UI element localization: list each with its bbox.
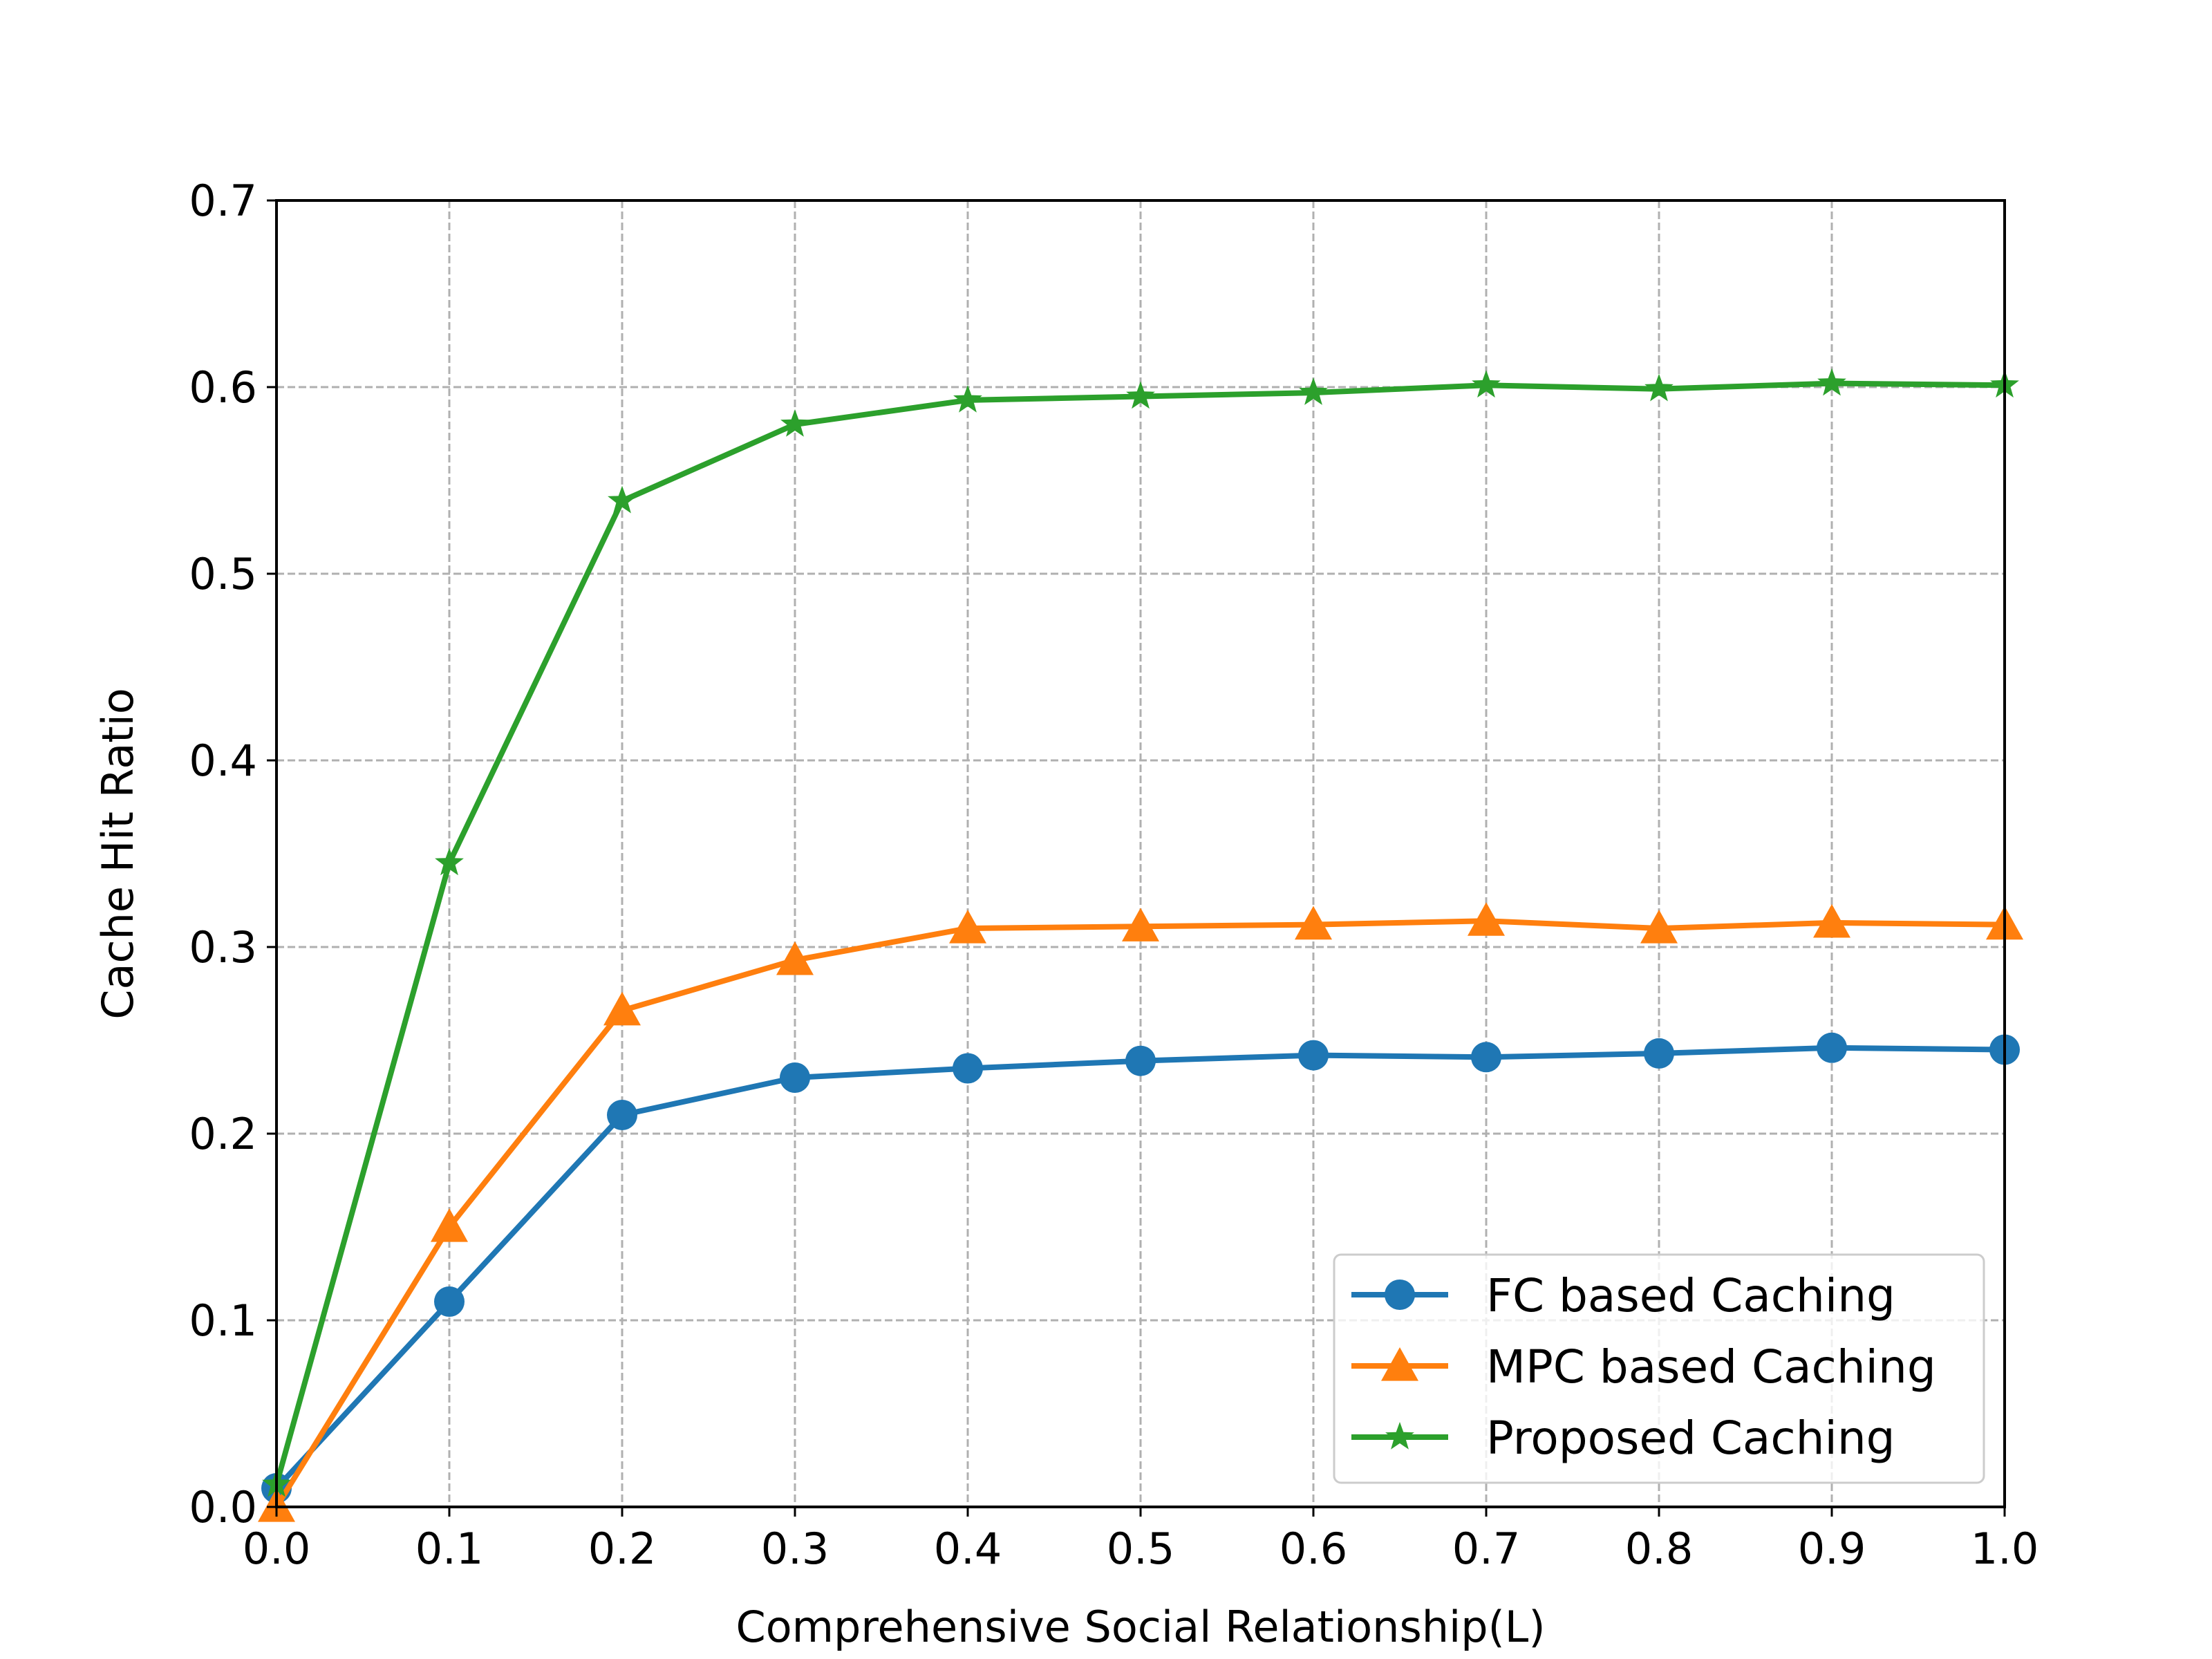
y-axis-label: Cache Hit Ratio <box>93 688 143 1020</box>
data-point <box>435 847 464 876</box>
data-point <box>1295 906 1332 940</box>
legend-box <box>1333 1253 1985 1484</box>
y-tick-label: 0.3 <box>189 922 257 973</box>
legend-marker <box>1385 1280 1415 1310</box>
x-tick-label: 1.0 <box>1971 1524 2039 1574</box>
x-tick-label: 0.5 <box>1107 1524 1175 1574</box>
data-point <box>1644 373 1674 402</box>
data-point <box>1640 910 1678 944</box>
data-point <box>776 941 814 975</box>
y-tick-label: 0.6 <box>189 362 257 413</box>
data-point <box>1817 1032 1847 1063</box>
data-point <box>1817 368 1846 396</box>
data-point <box>434 1286 465 1317</box>
x-tick-label: 0.3 <box>761 1524 830 1574</box>
data-point <box>953 384 982 413</box>
x-tick-label: 0.0 <box>243 1524 311 1574</box>
legend: FC based Caching MPC based Caching Propose… <box>1333 1253 1985 1484</box>
data-point <box>953 1053 983 1084</box>
legend-item: MPC based Caching <box>1351 1340 1936 1394</box>
legend-marker <box>1385 1422 1414 1450</box>
data-point <box>431 1208 468 1242</box>
x-tick-label: 0.1 <box>415 1524 484 1574</box>
data-point <box>607 1100 637 1130</box>
data-point <box>1471 1042 1501 1073</box>
data-point <box>780 409 809 437</box>
x-tick-label: 0.2 <box>588 1524 657 1574</box>
y-tick-label: 0.7 <box>189 176 257 226</box>
axis-ticks: 0.0 0.1 0.2 0.3 0.4 0.5 0.6 0.7 0.8 0.9 1.0 0.0 0.1 0… <box>189 176 2038 1574</box>
data-point <box>1126 381 1155 409</box>
y-tick-label: 0.0 <box>189 1482 257 1533</box>
x-tick-label: 0.4 <box>934 1524 1002 1574</box>
y-tick-label: 0.4 <box>189 735 257 786</box>
x-tick-label: 0.6 <box>1280 1524 1348 1574</box>
data-point <box>1644 1038 1674 1069</box>
x-tick-label: 0.8 <box>1625 1524 1694 1574</box>
data-point <box>1468 902 1505 936</box>
legend-label: FC based Caching <box>1486 1269 1895 1322</box>
legend-label: Proposed Caching <box>1486 1412 1895 1465</box>
y-tick-label: 0.2 <box>189 1109 257 1159</box>
legend-label: MPC based Caching <box>1486 1340 1936 1394</box>
x-axis-label: Comprehensive Social Relationship(L) <box>735 1602 1545 1652</box>
data-point <box>1472 370 1501 398</box>
x-tick-label: 0.7 <box>1452 1524 1521 1574</box>
data-point <box>608 485 637 514</box>
data-point <box>1125 1045 1156 1076</box>
data-point <box>780 1062 810 1093</box>
x-tick-label: 0.9 <box>1798 1524 1866 1574</box>
data-point <box>1813 903 1850 938</box>
series-2 <box>258 902 2023 1522</box>
data-point <box>1298 1040 1329 1071</box>
legend-item: FC based Caching <box>1351 1269 1895 1322</box>
data-point <box>949 910 986 944</box>
y-tick-label: 0.5 <box>189 549 257 599</box>
y-tick-label: 0.1 <box>189 1295 257 1346</box>
data-point <box>603 991 641 1026</box>
data-point <box>1299 377 1328 405</box>
data-point <box>1122 908 1159 941</box>
legend-marker <box>1381 1347 1418 1381</box>
legend-item: Proposed Caching <box>1351 1412 1895 1465</box>
